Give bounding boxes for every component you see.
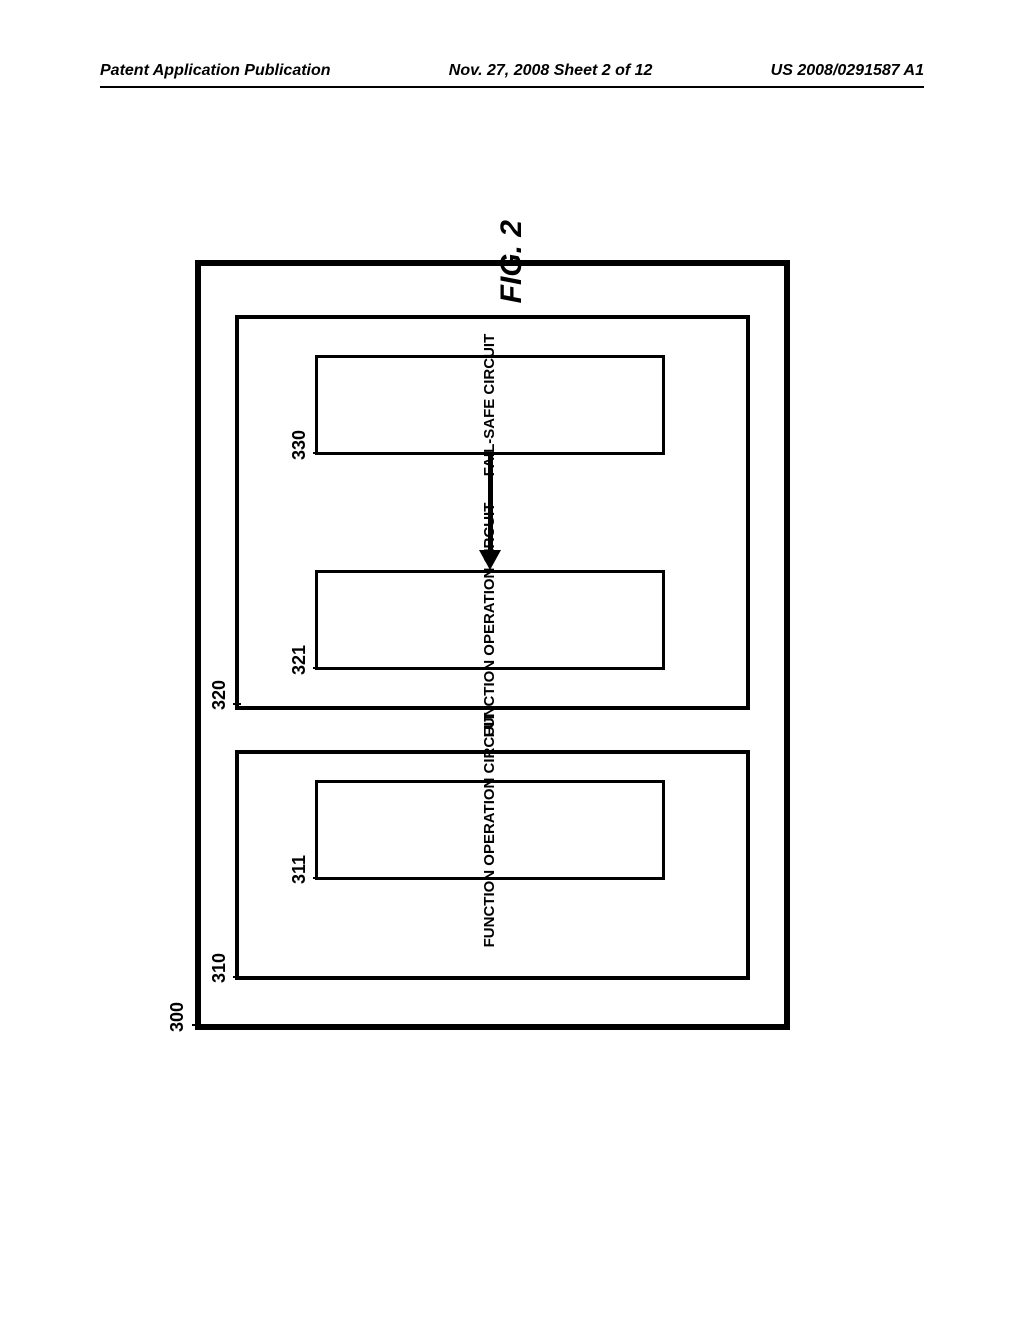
lead-310: [233, 976, 241, 978]
lead-330: [313, 452, 321, 454]
ref-311: 311: [289, 855, 310, 884]
header-center: Nov. 27, 2008 Sheet 2 of 12: [449, 62, 653, 80]
ref-300: 300: [167, 1002, 188, 1032]
block-311-label: FUNCTION OPERATION CIRCUIT: [482, 713, 499, 948]
ref-330: 330: [289, 430, 310, 460]
lead-320: [233, 703, 241, 705]
lead-311: [313, 877, 321, 879]
ref-320: 320: [209, 680, 230, 710]
header-rule: [100, 86, 924, 88]
block-311: FUNCTION OPERATION CIRCUIT: [315, 780, 665, 880]
block-330: FAIL-SAFE CIRCUIT: [315, 355, 665, 455]
lead-300: [192, 1024, 200, 1026]
ref-321: 321: [289, 645, 310, 675]
header-right: US 2008/0291587 A1: [771, 62, 924, 80]
figure-2-diagram: FIG. 2 300 310 FUNCTION OPERATION CIRCUI…: [195, 260, 790, 1030]
page: Patent Application Publication Nov. 27, …: [0, 0, 1024, 1320]
block-321: FUNCTION OPERATION CIRCUIT: [315, 570, 665, 670]
arrow-330-to-321-shaft: [488, 455, 493, 552]
ref-310: 310: [209, 953, 230, 983]
lead-321: [313, 667, 321, 669]
header-left: Patent Application Publication: [100, 62, 331, 80]
arrow-330-to-321-head: [479, 550, 501, 570]
page-header: Patent Application Publication Nov. 27, …: [0, 62, 1024, 80]
